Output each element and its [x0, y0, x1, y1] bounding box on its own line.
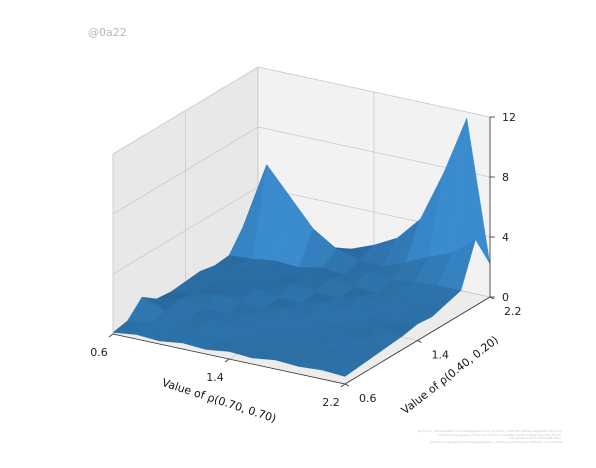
left-grid-line — [112, 66, 259, 155]
y-tick-mark — [344, 383, 350, 387]
surface — [112, 117, 491, 377]
x-tick-label: 2.2 — [322, 396, 340, 409]
z-tick-label: 8 — [502, 171, 509, 184]
x-tick-label: 0.6 — [90, 346, 108, 359]
z-tick-label: 12 — [502, 111, 516, 124]
y-tick-label: 2.2 — [504, 305, 522, 318]
watermark: @0a22 — [88, 26, 127, 39]
x-tick-mark — [340, 383, 346, 388]
y-tick-label: 0.6 — [359, 392, 377, 405]
x-tick-mark — [108, 333, 114, 338]
x-tick-mark — [224, 358, 230, 363]
x-tick-label: 1.4 — [206, 371, 224, 384]
y-tick-label: 1.4 — [432, 349, 450, 362]
left-grid-line — [112, 186, 259, 275]
credits-text: by John C. Davis/Kodaira (cmodzelf@gmail… — [417, 429, 562, 444]
left-grid-line — [112, 126, 259, 215]
z-tick-label: 0 — [502, 291, 509, 304]
surface-facet — [321, 361, 360, 377]
z-tick-label: 4 — [502, 231, 509, 244]
y-tick-mark — [417, 340, 422, 343]
y-axis-label: Value of ρ(0.40, 0.20) — [399, 333, 501, 417]
back-grid-line — [257, 66, 491, 118]
